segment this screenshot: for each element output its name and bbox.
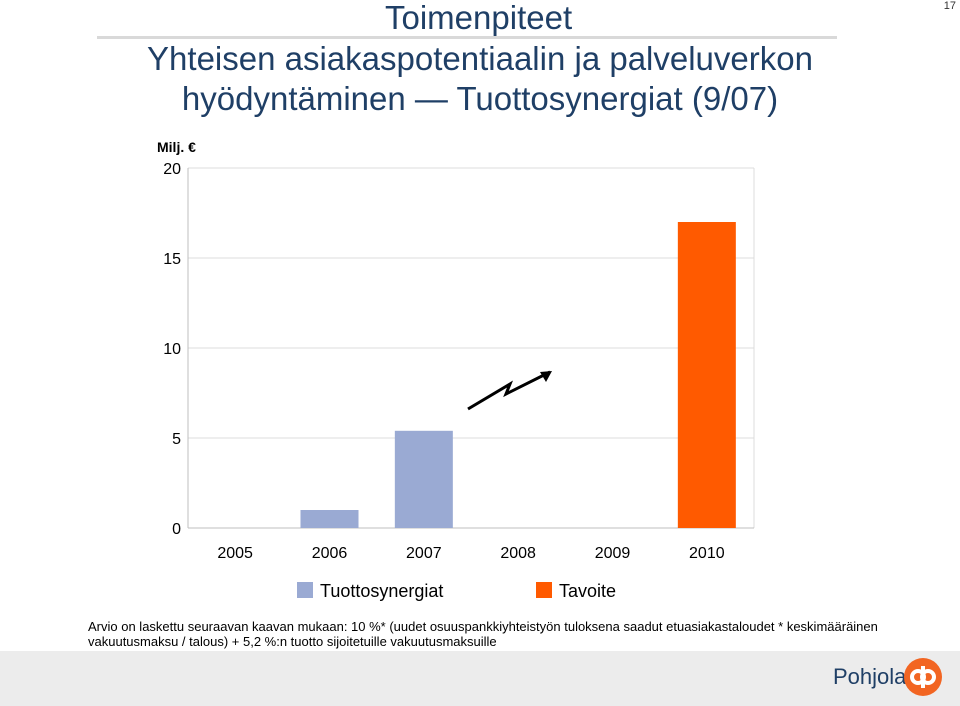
trend-arrow-icon <box>467 370 551 411</box>
page-number: 17 <box>943 0 956 12</box>
y-tick-label: 10 <box>163 341 181 358</box>
x-tick-label: 2009 <box>595 545 631 562</box>
brand-name: Pohjola <box>833 664 907 689</box>
pohjola-logo-icon <box>904 658 942 696</box>
footnote-line-1: Arvio on laskettu seuraavan kaavan mukaa… <box>88 619 878 634</box>
legend-label-tuottosynergiat: Tuottosynergiat <box>320 581 443 601</box>
x-tick-label: 2007 <box>406 545 442 562</box>
bar-tavoite-2010 <box>677 222 736 528</box>
bar-tuottosynergiat-2007 <box>394 430 453 528</box>
legend-swatch-tavoite <box>536 582 552 598</box>
trend-arrow-head-icon <box>540 371 552 382</box>
y-tick-label: 20 <box>163 161 181 178</box>
x-tick-label: 2006 <box>312 545 348 562</box>
footer-bar <box>0 651 960 706</box>
legend-swatch-tuottosynergiat <box>297 582 313 598</box>
bar-chart: 0 5 10 15 20 2005 2006 2007 2008 2009 2010 Tuottosy… <box>163 161 755 601</box>
x-tick-label: 2010 <box>689 545 725 562</box>
footnote: Arvio on laskettu seuraavan kaavan mukaa… <box>88 619 948 649</box>
bar-tuottosynergiat-2006 <box>300 510 359 528</box>
title-line-2: Yhteisen asiakaspotentiaalin ja palveluv… <box>147 40 813 77</box>
title-rule <box>97 36 837 39</box>
y-tick-label: 15 <box>163 251 181 268</box>
title-line-1: Toimenpiteet <box>385 0 573 36</box>
title-line-3: hyödyntäminen — Tuottosynergiat (9/07) <box>181 80 779 117</box>
x-tick-label: 2005 <box>217 545 253 562</box>
legend-label-tavoite: Tavoite <box>559 581 616 601</box>
y-axis-unit-label: Milj. € <box>157 139 196 155</box>
y-tick-label: 0 <box>172 521 181 538</box>
x-tick-label: 2008 <box>500 545 536 562</box>
y-tick-label: 5 <box>172 431 181 448</box>
footnote-line-2: vakuutusmaksu / talous) + 5,2 %:n tuotto… <box>88 634 497 649</box>
